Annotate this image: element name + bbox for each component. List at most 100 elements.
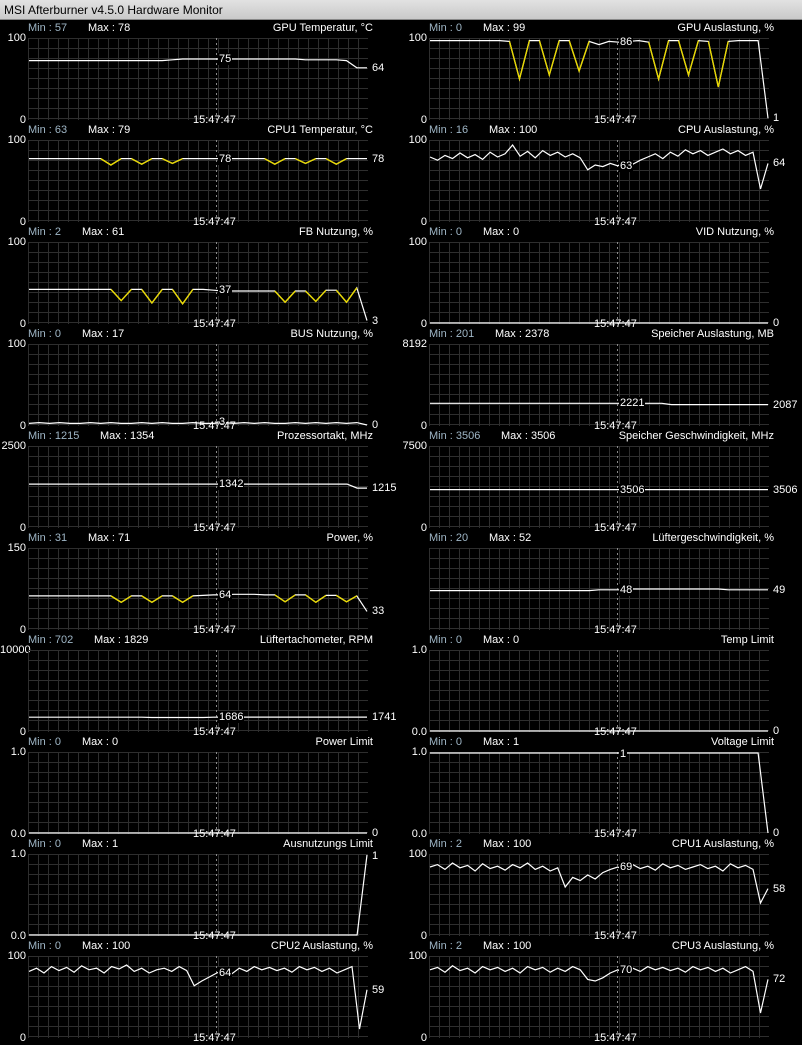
current-value-label: 72 <box>773 973 785 986</box>
graph-plot[interactable] <box>28 854 368 936</box>
max-readout: Max : 3506 <box>501 430 555 443</box>
max-readout: Max : 61 <box>82 226 124 239</box>
graph-plot[interactable] <box>28 650 368 732</box>
max-readout: Max : 78 <box>88 22 130 35</box>
current-value-label: 1741 <box>372 711 396 724</box>
max-readout: Max : 17 <box>82 328 124 341</box>
graph-plot[interactable] <box>28 140 368 222</box>
graph-plot[interactable] <box>28 956 368 1038</box>
graph-plot[interactable] <box>429 956 769 1038</box>
graph-plot[interactable] <box>429 344 769 426</box>
min-readout: Min : 20 <box>429 532 468 545</box>
current-value-label: 33 <box>372 605 384 618</box>
y-axis-max-label: 100 <box>0 338 26 351</box>
graph-plot[interactable] <box>28 344 368 426</box>
panel-title: CPU2 Auslastung, % <box>271 940 373 953</box>
y-axis-max-label: 100 <box>401 236 427 249</box>
y-axis-max-label: 1.0 <box>401 644 427 657</box>
y-axis-max-label: 100 <box>0 32 26 45</box>
min-readout: Min : 1215 <box>28 430 79 443</box>
min-readout: Min : 201 <box>429 328 474 341</box>
y-axis-max-label: 1.0 <box>0 746 26 759</box>
panel-title: Voltage Limit <box>711 736 774 749</box>
graph-plot[interactable] <box>28 242 368 324</box>
y-axis-max-label: 100 <box>401 32 427 45</box>
panel-title: Speicher Auslastung, MB <box>651 328 774 341</box>
graph-plot[interactable] <box>28 752 368 834</box>
graph-plot[interactable] <box>429 650 769 732</box>
graph-panel-mem-usage[interactable]: Min : 201 Max : 2378 Speicher Auslastung, … <box>401 326 802 428</box>
y-axis-max-label: 7500 <box>401 440 427 453</box>
graph-plot[interactable] <box>429 38 769 120</box>
panel-title: Prozessortakt, MHz <box>277 430 373 443</box>
graph-plot[interactable] <box>429 446 769 528</box>
series-highlight-segment <box>172 596 193 602</box>
series-highlight-segment <box>265 159 286 165</box>
panel-title: CPU1 Auslastung, % <box>672 838 774 851</box>
graph-plot[interactable] <box>429 242 769 324</box>
series-highlight-segment <box>142 289 163 303</box>
min-readout: Min : 0 <box>28 838 61 851</box>
graph-plot[interactable] <box>429 752 769 834</box>
series-line <box>430 589 768 591</box>
max-readout: Max : 1829 <box>94 634 148 647</box>
series-highlight-segment <box>336 288 357 302</box>
max-readout: Max : 2378 <box>495 328 549 341</box>
graph-plot[interactable] <box>28 38 368 120</box>
min-readout: Min : 63 <box>28 124 67 137</box>
cursor-value-label: 63 <box>619 160 633 172</box>
current-value-label: 59 <box>372 984 384 997</box>
current-value-label: 58 <box>773 883 785 896</box>
current-value-label: 2087 <box>773 399 797 412</box>
graph-plot[interactable] <box>429 854 769 936</box>
graph-plot[interactable] <box>429 140 769 222</box>
min-readout: Min : 0 <box>429 22 462 35</box>
graph-plot[interactable] <box>429 548 769 630</box>
max-readout: Max : 0 <box>483 226 519 239</box>
graph-plot[interactable] <box>28 446 368 528</box>
cursor-value-label: 70 <box>619 964 633 976</box>
graph-plot[interactable] <box>28 548 368 630</box>
max-readout: Max : 52 <box>489 532 531 545</box>
panel-title: Speicher Geschwindigkeit, MHz <box>619 430 774 443</box>
panel-title: CPU1 Temperatur, °C <box>267 124 373 137</box>
y-axis-max-label: 8192 <box>401 338 427 351</box>
min-readout: Min : 2 <box>429 838 462 851</box>
series-highlight-segment <box>649 41 669 79</box>
max-readout: Max : 100 <box>82 940 130 953</box>
time-label: 15:47:47 <box>594 1032 637 1045</box>
min-readout: Min : 0 <box>429 634 462 647</box>
min-readout: Min : 2 <box>28 226 61 239</box>
series-highlight-segment <box>142 596 163 602</box>
panel-title: Lüftertachometer, RPM <box>260 634 373 647</box>
current-value-label: 78 <box>372 153 384 166</box>
